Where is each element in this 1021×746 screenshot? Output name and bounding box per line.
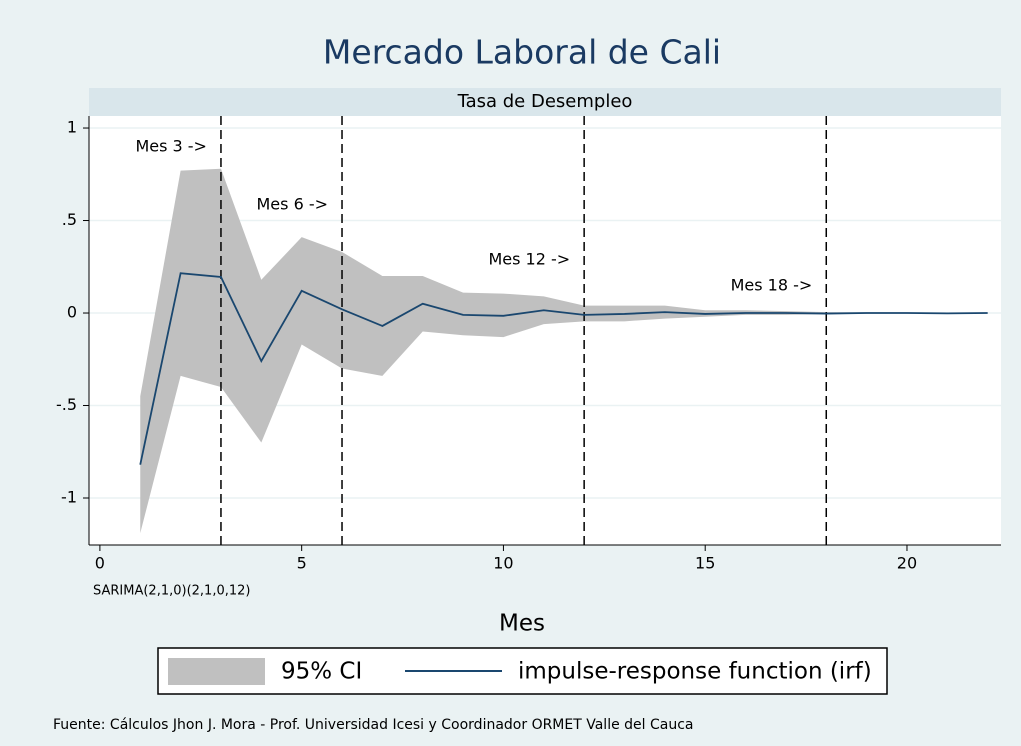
x-tick-label: 15 [695,554,715,573]
legend-label: 95% CI [281,659,362,685]
ci-band [140,168,988,534]
x-tick-label: 0 [95,554,105,573]
x-axis-label: Mes [499,611,545,637]
irf-line [139,272,988,465]
subtitle: Tasa de Desempleo [457,91,633,112]
x-tick-label: 5 [297,554,307,573]
annotation: Mes 18 -> [731,276,813,295]
annotation: Mes 6 -> [257,195,329,214]
y-tick-label: 1 [67,118,77,137]
annotation: Mes 12 -> [488,250,570,269]
legend-label: impulse-response function (irf) [518,659,872,685]
chart-title: Mercado Laboral de Cali [323,33,721,72]
y-tick-label: .5 [62,210,77,229]
x-tick-label: 20 [897,554,917,573]
note: SARIMA(2,1,0)(2,1,0,12) [93,584,250,599]
subtitle-band [89,88,1001,116]
legend-swatch [168,658,265,685]
legend [157,647,888,695]
x-tick-label: 10 [493,554,513,573]
y-tick-label: -1 [61,488,77,507]
caption: Fuente: Cálculos Jhon J. Mora - Prof. Un… [53,717,694,733]
y-tick-label: -.5 [56,395,77,414]
y-tick-label: 0 [67,303,77,322]
annotation: Mes 3 -> [135,137,207,156]
